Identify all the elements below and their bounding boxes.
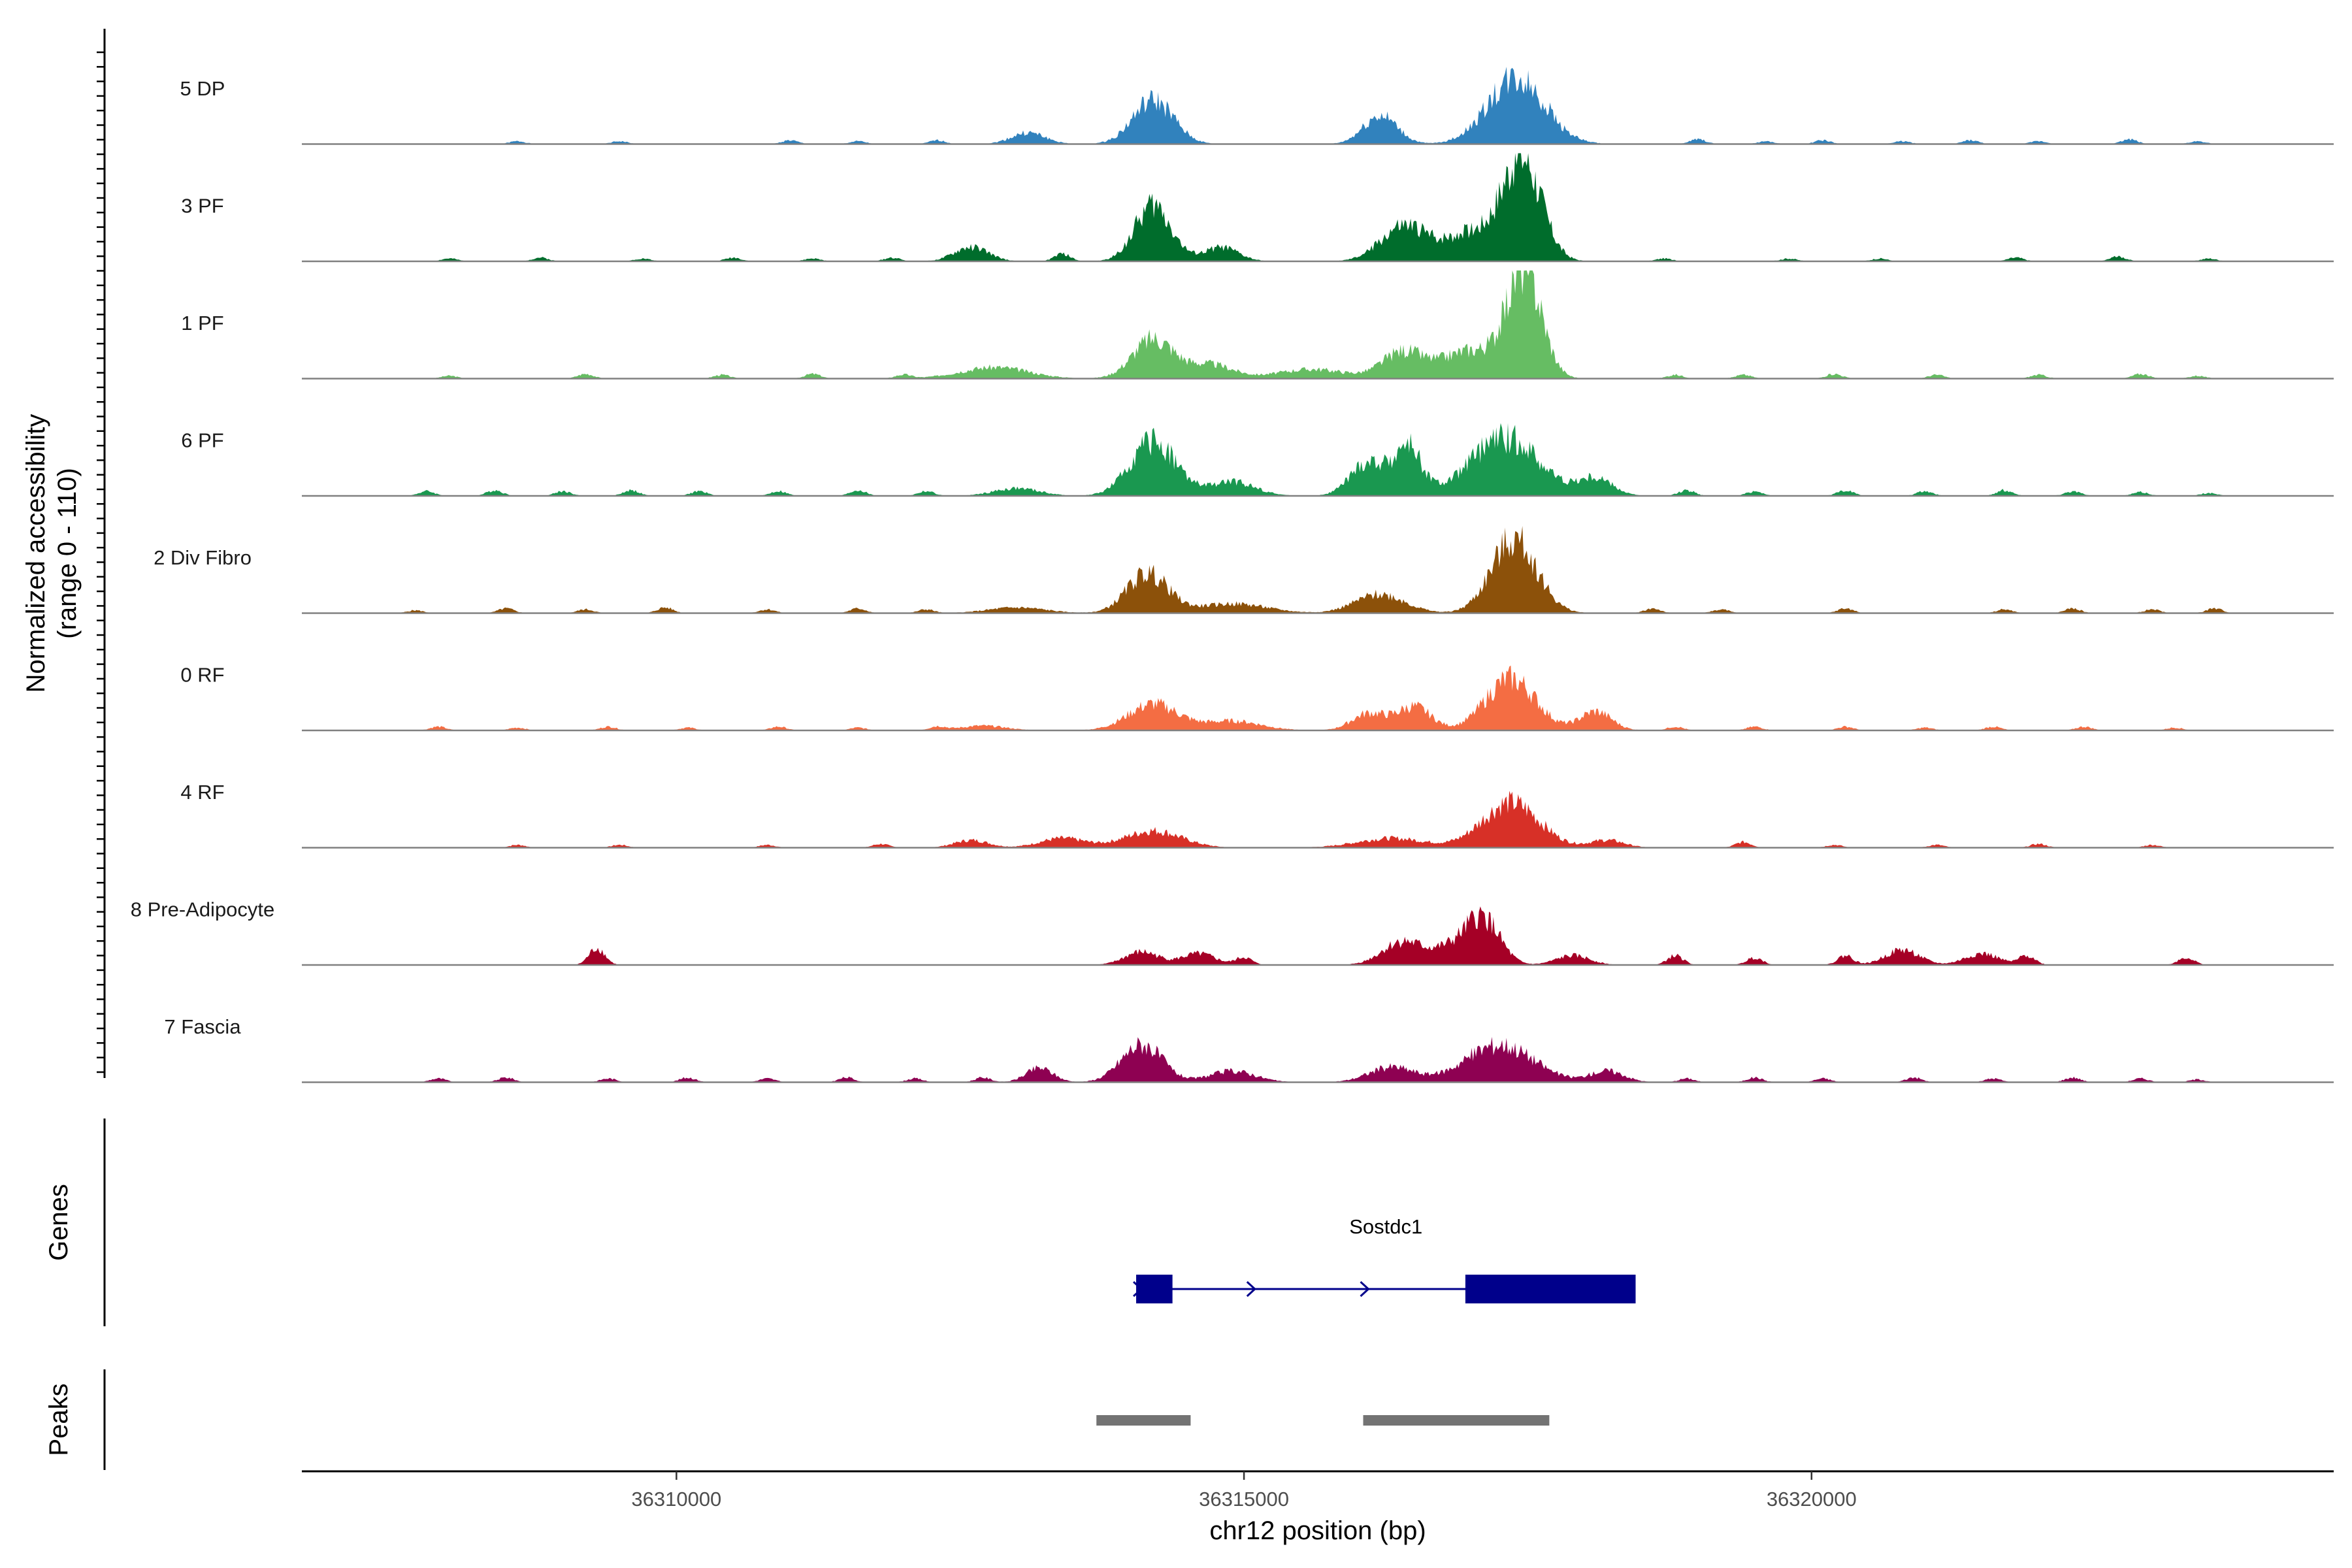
track-1-pf: 1 PF — [181, 270, 2334, 380]
genes-panel-title: Genes — [44, 1184, 73, 1261]
track-0-rf: 0 RF — [180, 664, 2334, 732]
track-3-pf: 3 PF — [181, 153, 2334, 263]
y-axis-title-line-2: (range 0 - 110) — [53, 468, 82, 639]
track-label: 0 RF — [180, 664, 224, 687]
y-axis-title-line-1: Normalized accessibility — [22, 414, 50, 693]
gene-exon — [1465, 1275, 1636, 1303]
track-2-div-fibro: 2 Div Fibro — [154, 526, 2334, 614]
gene-strand-arrow — [1132, 1281, 1143, 1298]
coverage-area-3-pf — [302, 153, 2334, 261]
track-label: 5 DP — [180, 77, 225, 100]
coverage-area-7-fascia — [302, 1037, 2334, 1083]
track-5-dp: 5 DP — [180, 67, 2334, 145]
y-axis-ticks — [97, 51, 105, 1073]
track-6-pf: 6 PF — [181, 423, 2334, 497]
track-label: 2 Div Fibro — [154, 546, 252, 569]
x-tick-label: 36315000 — [1199, 1488, 1289, 1511]
coverage-area-5-dp — [302, 67, 2334, 144]
gene-name-label: Sostdc1 — [1349, 1215, 1422, 1238]
track-7-fascia: 7 Fascia — [164, 1015, 2334, 1083]
peak-region — [1363, 1415, 1550, 1426]
track-label: 1 PF — [181, 312, 223, 335]
track-label: 4 RF — [180, 781, 224, 804]
peak-track — [1096, 1415, 1550, 1426]
coverage-tracks: 5 DP 3 PF 1 PF 6 PF 2 Div Fibro 0 RF 4 RF 8 Pre… — [131, 67, 2334, 1083]
peaks-panel-title: Peaks — [44, 1383, 73, 1456]
coverage-area-1-pf — [302, 270, 2334, 379]
gene-strand-arrow — [1360, 1281, 1370, 1298]
x-tick-label: 36310000 — [631, 1488, 721, 1511]
track-label: 8 Pre-Adipocyte — [131, 898, 275, 921]
coverage-area-6-pf — [302, 423, 2334, 496]
track-label: 7 Fascia — [164, 1015, 241, 1038]
track-8-pre-adipocyte: 8 Pre-Adipocyte — [131, 898, 2334, 966]
track-label: 6 PF — [181, 429, 223, 452]
gene-track: Sostdc1 — [1132, 1215, 1636, 1303]
coverage-area-4-rf — [302, 791, 2334, 848]
coverage-y-axis-title: Normalized accessibility (range 0 - 110) — [22, 414, 82, 693]
coverage-area-0-rf — [302, 665, 2334, 730]
coverage-area-2-div-fibro — [302, 526, 2334, 613]
x-tick-label: 36320000 — [1767, 1488, 1857, 1511]
x-axis-ticks: 36310000 36315000 36320000 — [631, 1471, 1857, 1511]
peak-region — [1096, 1415, 1191, 1426]
gene-strand-arrow — [1246, 1281, 1256, 1298]
track-label: 3 PF — [181, 195, 223, 218]
x-axis-title: chr12 position (bp) — [1209, 1516, 1426, 1545]
track-4-rf: 4 RF — [180, 781, 2334, 849]
coverage-area-8-pre-adipocyte — [302, 906, 2334, 965]
